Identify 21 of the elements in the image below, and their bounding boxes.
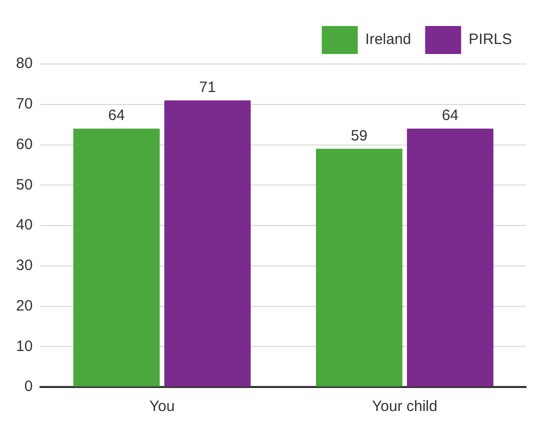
- legend-label: Ireland: [365, 31, 412, 48]
- y-tick-label: 10: [16, 338, 33, 355]
- bar: [406, 128, 494, 386]
- y-tick-label: 50: [16, 176, 33, 194]
- bar: [73, 128, 160, 386]
- y-tick-label: 20: [16, 297, 33, 314]
- y-tick-label: 80: [16, 55, 33, 72]
- y-tick-label: 40: [16, 216, 33, 234]
- x-tick-label: You: [149, 398, 175, 416]
- data-label: 64: [442, 107, 459, 124]
- y-tick-label: 30: [16, 257, 33, 274]
- data-label: 71: [199, 78, 216, 96]
- y-tick-label: 0: [24, 378, 33, 396]
- legend-label: PIRLS: [468, 31, 512, 48]
- x-tick-label: Your child: [372, 398, 438, 416]
- y-tick-label: 70: [16, 96, 33, 113]
- data-label: 64: [108, 107, 125, 124]
- bar: [316, 148, 402, 386]
- bar: [164, 100, 251, 386]
- y-tick-label: 60: [16, 136, 33, 153]
- data-label: 59: [350, 127, 368, 144]
